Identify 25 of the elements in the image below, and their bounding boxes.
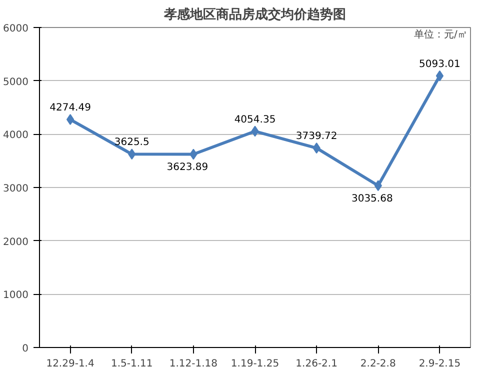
data-label: 5093.01 <box>419 58 460 70</box>
y-tick-label: 5000 <box>3 76 29 88</box>
data-label: 3035.68 <box>351 194 393 205</box>
y-tick-label: 3000 <box>3 184 29 194</box>
y-tick-label: 1000 <box>3 290 29 302</box>
x-tick-label: 1.19-1.25 <box>230 358 280 369</box>
point <box>66 114 74 126</box>
x-tick-label: 2.2-2.8 <box>360 358 396 369</box>
point <box>436 70 444 82</box>
x-tick-label: 2.9-2.15 <box>418 358 461 369</box>
x-tick-label: 1.26-2.1 <box>296 358 338 369</box>
data-label: 4274.49 <box>50 102 91 114</box>
x-tick-label: 1.12-1.18 <box>169 358 218 369</box>
x-tick-label: 12.29-1.4 <box>46 358 94 369</box>
y-tick-label: 0 <box>22 344 29 354</box>
data-label: 3739.72 <box>296 131 338 142</box>
y-tick-label: 6000 <box>3 24 29 34</box>
y-tick-label: 4000 <box>3 130 29 142</box>
data-label: 4054.35 <box>234 114 276 126</box>
annotation: 单位：元/㎡ <box>414 28 468 40</box>
chart-title: 孝感地区商品房成交均价趋势图 <box>163 6 346 22</box>
x-tick-label: 1.5-1.11 <box>110 358 153 369</box>
data-label: 3625.5 <box>114 137 150 148</box>
y-tick-label: 2000 <box>3 236 29 248</box>
data-label: 3623.89 <box>166 162 208 174</box>
